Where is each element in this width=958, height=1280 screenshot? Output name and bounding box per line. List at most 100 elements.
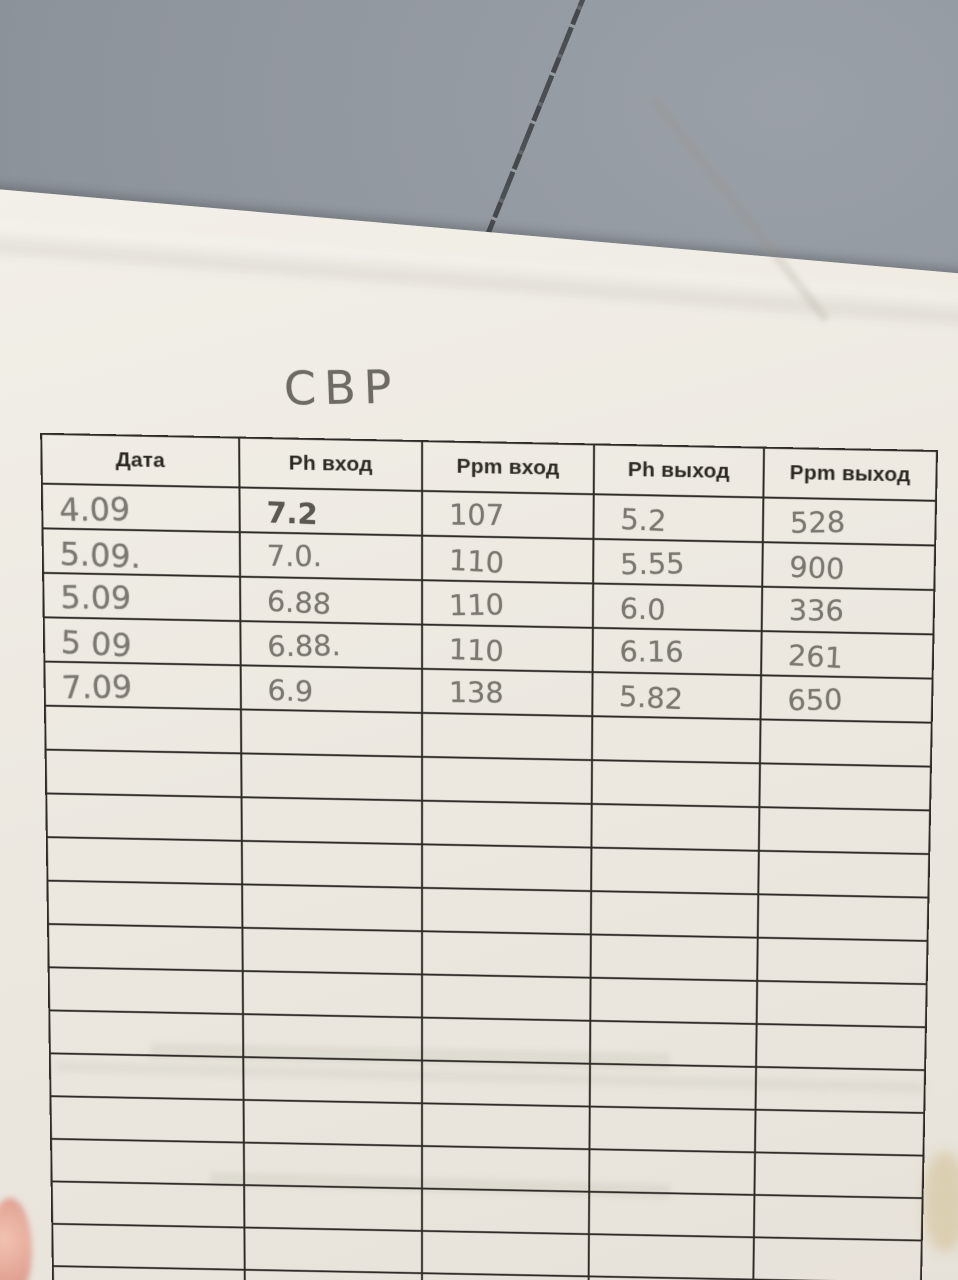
empty-cell <box>240 709 423 757</box>
empty-cell <box>47 880 243 928</box>
empty-cell <box>591 803 760 851</box>
empty-cell <box>242 884 423 932</box>
empty-cell <box>757 937 928 985</box>
empty-cell <box>242 1014 423 1061</box>
empty-cell <box>589 1106 756 1153</box>
table-cell: 110 <box>422 535 594 584</box>
empty-cell <box>759 763 931 811</box>
table-cell: 110 <box>422 580 594 628</box>
header-cell: Ppm выход <box>763 447 937 501</box>
empty-cell <box>753 1194 923 1241</box>
empty-cell <box>756 1023 926 1071</box>
empty-cell <box>241 797 423 845</box>
handwritten-value: 336 <box>788 593 844 628</box>
empty-cell <box>241 753 423 801</box>
empty-cell <box>243 1142 423 1189</box>
empty-cell <box>755 1066 926 1113</box>
handwritten-value: 138 <box>448 675 504 710</box>
handwritten-value: 5.55 <box>619 546 685 582</box>
handwritten-value: 5.82 <box>618 679 684 717</box>
empty-cell <box>421 1230 589 1277</box>
empty-cell <box>422 844 592 892</box>
empty-cell <box>52 1223 245 1270</box>
empty-cell <box>590 977 758 1024</box>
empty-cell <box>50 1096 244 1143</box>
table-cell: 5.55 <box>593 538 763 587</box>
handwritten-value: 7.0. <box>266 538 323 574</box>
empty-cell <box>757 894 929 941</box>
table-cell: 5.09 <box>43 572 241 622</box>
header-cell: Ph выход <box>593 444 765 498</box>
empty-cell <box>589 1149 755 1195</box>
empty-cell <box>422 800 592 848</box>
handwritten-value: 7.09 <box>60 667 134 706</box>
handwritten-value: 5.09 <box>59 578 132 617</box>
table-cell: 650 <box>760 675 933 723</box>
empty-cell <box>754 1152 924 1199</box>
empty-cell <box>46 793 242 841</box>
handwritten-value: 6.88. <box>266 628 342 664</box>
handwritten-value: 900 <box>788 550 846 586</box>
handwritten-value: 6.16 <box>619 634 684 669</box>
empty-cell <box>758 807 931 855</box>
handwritten-value: 110 <box>448 587 505 623</box>
handwritten-value: 650 <box>787 682 843 717</box>
table-cell: 107 <box>422 490 594 539</box>
empty-cell <box>753 1237 922 1280</box>
table-cell: 138 <box>422 668 593 717</box>
empty-cell <box>758 850 930 898</box>
empty-cell <box>46 837 243 885</box>
table-cell: 7.0. <box>239 532 423 581</box>
table-cell: 5 09 <box>43 617 241 666</box>
handwritten-value: 107 <box>448 497 505 532</box>
handwritten-value: 5.2 <box>619 501 668 539</box>
empty-cell <box>422 1060 591 1107</box>
table-cell: 4.09 <box>41 483 240 533</box>
empty-cell <box>243 1057 423 1104</box>
empty-cell <box>242 971 423 1018</box>
table-cell: 6.88 <box>240 576 423 625</box>
table-cell: 6.16 <box>592 627 762 676</box>
document-content: СВР Дата Ph вход Ppm вход Ph выход Ppm выход… <box>40 360 937 1280</box>
empty-cell <box>422 756 593 804</box>
handwritten-value: 110 <box>448 632 505 668</box>
empty-cell <box>588 1234 754 1280</box>
table-cell: 6.88. <box>240 621 423 669</box>
table-cell: 900 <box>762 542 936 591</box>
table-cell: 5.09. <box>42 528 241 577</box>
empty-cell <box>422 887 592 935</box>
empty-cell <box>590 1020 757 1067</box>
handwritten-value: 5.09. <box>59 534 141 576</box>
empty-cell <box>49 1053 244 1100</box>
table-cell: 528 <box>762 497 937 546</box>
table-body: 4.09 7.2 107 5.2 528 5.09. 7.0. 110 5.55 900 5.09 6… <box>41 483 937 1280</box>
empty-cell <box>243 1099 423 1146</box>
empty-cell <box>241 840 423 888</box>
empty-cell <box>244 1227 423 1274</box>
table-cell: 6.9 <box>240 665 423 713</box>
empty-cell <box>591 847 759 895</box>
empty-cell <box>591 760 760 808</box>
table-cell: 7.09 <box>44 661 241 710</box>
empty-cell <box>422 1017 591 1064</box>
empty-cell <box>48 924 243 972</box>
empty-cell <box>754 1109 925 1156</box>
empty-cell <box>590 891 759 938</box>
header-cell: Ph вход <box>239 437 423 491</box>
empty-cell <box>422 974 591 1021</box>
empty-cell <box>422 931 591 978</box>
empty-cell <box>589 1063 757 1110</box>
empty-cell <box>590 934 758 981</box>
table-cell: 7.2 <box>239 487 423 536</box>
handwritten-value: 110 <box>448 543 505 580</box>
handwritten-value: 4.09 <box>58 489 132 529</box>
handwritten-value: 6.9 <box>267 673 314 709</box>
handwritten-value: 5 09 <box>60 622 132 664</box>
empty-cell <box>242 927 423 975</box>
table-cell: 5.2 <box>593 494 764 543</box>
empty-cell <box>422 1188 590 1235</box>
empty-cell <box>422 712 593 761</box>
empty-cell <box>44 705 242 754</box>
empty-cell <box>759 719 932 767</box>
